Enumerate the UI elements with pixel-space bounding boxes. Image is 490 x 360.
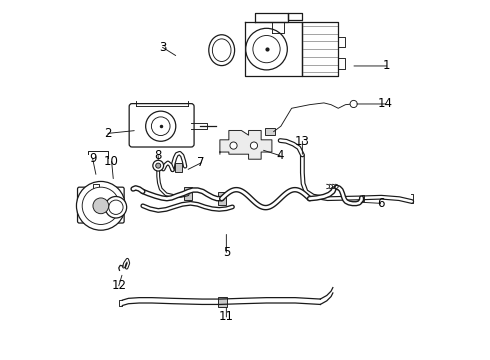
Text: 11: 11 xyxy=(219,310,234,324)
Text: 9: 9 xyxy=(89,152,97,165)
Circle shape xyxy=(93,198,109,214)
Circle shape xyxy=(76,181,125,230)
Circle shape xyxy=(156,163,161,168)
Circle shape xyxy=(153,160,164,171)
Circle shape xyxy=(82,187,120,225)
Bar xyxy=(184,187,192,200)
Bar xyxy=(265,128,275,135)
Text: 7: 7 xyxy=(197,156,205,169)
Text: 13: 13 xyxy=(295,135,310,148)
Ellipse shape xyxy=(209,35,235,66)
Text: 3: 3 xyxy=(159,41,166,54)
Circle shape xyxy=(230,142,237,149)
Circle shape xyxy=(253,36,280,63)
Text: 10: 10 xyxy=(104,155,119,168)
Bar xyxy=(218,297,227,307)
Circle shape xyxy=(250,142,258,149)
Text: 14: 14 xyxy=(378,98,393,111)
Circle shape xyxy=(146,111,176,141)
FancyBboxPatch shape xyxy=(129,104,194,147)
Text: 12: 12 xyxy=(111,279,126,292)
Text: 8: 8 xyxy=(154,149,162,162)
Bar xyxy=(218,192,225,205)
Text: 1: 1 xyxy=(383,59,391,72)
Circle shape xyxy=(151,117,170,135)
Text: 5: 5 xyxy=(222,246,230,259)
Circle shape xyxy=(350,100,357,108)
Circle shape xyxy=(109,200,123,215)
FancyBboxPatch shape xyxy=(77,187,124,223)
Text: 4: 4 xyxy=(276,149,284,162)
Polygon shape xyxy=(220,131,272,159)
Circle shape xyxy=(245,28,287,70)
Text: 6: 6 xyxy=(377,197,384,210)
Text: 2: 2 xyxy=(104,127,112,140)
Ellipse shape xyxy=(212,39,231,62)
Circle shape xyxy=(105,197,126,218)
Bar xyxy=(175,163,182,172)
